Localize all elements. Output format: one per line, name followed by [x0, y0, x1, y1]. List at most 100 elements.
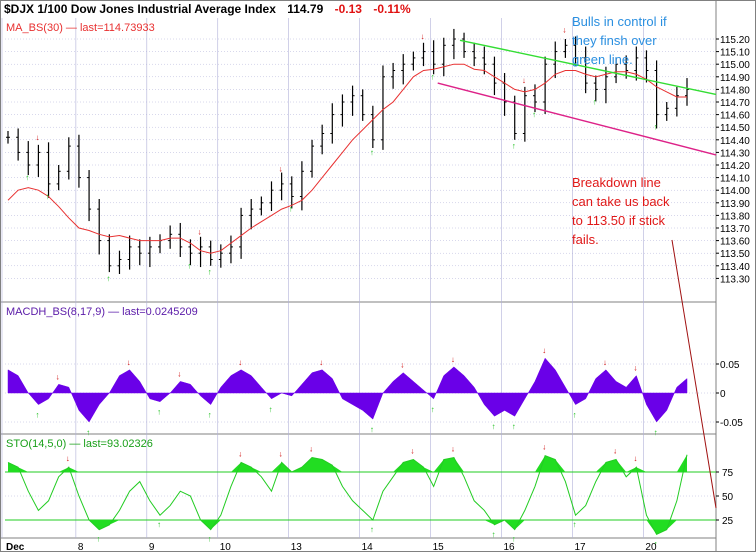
- macd-tick-label: 0.05: [720, 360, 740, 371]
- arrow-down-marker: ↓: [309, 445, 313, 454]
- x-tick-label: 10: [220, 542, 232, 552]
- price-tick-label: 115.20: [720, 35, 750, 46]
- price-bar: [127, 235, 132, 270]
- macd-subtitle: MACDH_BS(8,17,9) — last=0.0245209: [6, 306, 198, 318]
- price-bar: [16, 128, 21, 161]
- price-bar: [147, 236, 152, 268]
- sto-tick-label: 50: [722, 492, 734, 503]
- price-bar: [46, 142, 51, 198]
- price-bar: [391, 62, 396, 89]
- price-bar: [66, 137, 71, 180]
- price-bar: [472, 42, 477, 67]
- price-bar: [178, 222, 183, 257]
- price-tick-label: 113.40: [720, 262, 750, 273]
- price-bar: [380, 65, 385, 150]
- price-bar: [350, 85, 355, 116]
- arrow-down-marker: ↓: [400, 361, 404, 370]
- arrow-down-marker: ↓: [127, 358, 131, 367]
- price-bar: [614, 57, 619, 84]
- price-bar: [431, 40, 436, 75]
- arrow-down-marker: ↓: [198, 227, 202, 236]
- arrow-up-marker: ↑: [96, 535, 100, 544]
- axes: Dec 8 9 10 13 14 15 16 17 20113.30113.40113.50113…: [6, 35, 750, 552]
- price-bar: [259, 196, 264, 216]
- arrow-up-marker: ↑: [208, 535, 212, 544]
- price-bar: [87, 170, 92, 222]
- price-bar: [563, 39, 568, 58]
- price-bar: [168, 225, 173, 249]
- bear-annotation: Breakdown line can take us back to 113.5…: [572, 175, 673, 247]
- macd-histogram: [7, 357, 688, 423]
- price-bar: [583, 46, 588, 94]
- price-bar: [320, 124, 325, 155]
- arrow-down-marker: ↓: [66, 454, 70, 463]
- arrow-up-marker: ↑: [157, 520, 161, 529]
- price-bar: [279, 172, 284, 201]
- green-trendline: [459, 39, 717, 96]
- price-tick-label: 114.90: [720, 73, 750, 84]
- arrow-down-marker: ↓: [279, 164, 283, 173]
- x-tick-label: 15: [433, 542, 445, 552]
- arrow-down-marker: ↓: [238, 358, 242, 367]
- change-value: -0.13: [335, 2, 363, 16]
- change-percent: -0.11%: [373, 2, 411, 16]
- price-bar: [401, 54, 406, 85]
- price-tick-label: 114.80: [720, 85, 750, 96]
- price-bar: [451, 28, 456, 60]
- bull-annotation-line-2: they finsh over: [572, 33, 657, 48]
- price-bar: [644, 50, 649, 83]
- price-tick-label: 115.10: [720, 48, 750, 59]
- price-bar: [198, 236, 203, 268]
- price-bar: [340, 94, 345, 127]
- bear-annotation-line-2: can take us back: [572, 194, 670, 209]
- price-bar: [411, 51, 416, 71]
- x-tick-label: 13: [291, 542, 303, 552]
- arrow-up-marker: ↑: [157, 408, 161, 417]
- price-tick-label: 113.70: [720, 224, 750, 235]
- price-tick-label: 115.00: [720, 60, 750, 71]
- price-bar: [634, 46, 639, 81]
- price-tick-label: 113.60: [720, 237, 750, 248]
- price-tick-label: 113.90: [720, 199, 750, 210]
- arrow-down-marker: ↓: [451, 445, 455, 454]
- sto-overbought-fill: [8, 454, 687, 472]
- price-bar: [76, 134, 81, 188]
- price-panel: ↑ ↓ ↑ ↑ ↑ ↓ ↑ ↓ ↑ ↑ ↓ ↑ ↑ ↓ ↑ ↓ ↑ ↑: [6, 26, 717, 283]
- bull-annotation-line-3: green line.: [572, 52, 633, 67]
- sto-tick-label: 25: [722, 516, 734, 527]
- arrow-up-marker: ↑: [573, 520, 577, 529]
- stochastic-panel: ↓ ↑ ↑ ↑ ↓ ↓ ↓ ↑ ↓ ↓ ↑ ↑ ↓ ↑ ↓ ↓ ↑: [7, 443, 688, 548]
- price-bar: [370, 105, 375, 148]
- price-bar: [603, 66, 608, 104]
- x-tick-label: Dec: [6, 542, 25, 552]
- price-bar: [421, 42, 426, 67]
- price-bar: [239, 207, 244, 259]
- arrow-down-marker: ↓: [35, 133, 39, 142]
- price-tick-label: 114.40: [720, 136, 750, 147]
- price-bar: [36, 144, 41, 177]
- x-tick-label: 20: [645, 542, 657, 552]
- price-tick-label: 114.50: [720, 123, 750, 134]
- arrow-down-marker: ↓: [421, 32, 425, 41]
- arrow-up-marker: ↑: [654, 428, 658, 437]
- arrow-up-marker: ↑: [431, 405, 435, 414]
- price-tick-label: 113.30: [720, 274, 750, 285]
- price-bar: [269, 181, 274, 211]
- arrow-up-marker: ↑: [512, 142, 516, 151]
- arrow-up-marker: ↑: [654, 539, 658, 548]
- arrow-up-marker: ↑: [532, 110, 536, 119]
- price-bar: [522, 86, 527, 142]
- arrow-up-marker: ↑: [370, 525, 374, 534]
- arrow-down-marker: ↓: [542, 443, 546, 452]
- price-bar: [482, 46, 487, 75]
- arrow-down-marker: ↓: [238, 449, 242, 458]
- price-bar: [218, 244, 223, 268]
- x-tick-label: 17: [574, 542, 586, 552]
- bull-annotation-line-1: Bulls in control if: [572, 14, 667, 29]
- x-tick-label: 9: [149, 542, 155, 552]
- price-bar: [543, 56, 548, 114]
- ma-subtitle: MA_BS(30) — last=114.73933: [6, 22, 155, 34]
- macd-panel: ↑ ↓ ↑ ↓ ↑ ↓ ↑ ↓ ↑ ↓ ↑ ↓ ↑ ↓ ↑ ↑ ↓ ↑ ↓ ↓ ↑: [7, 346, 688, 437]
- price-bar: [117, 250, 122, 274]
- arrow-down-marker: ↓: [177, 369, 181, 378]
